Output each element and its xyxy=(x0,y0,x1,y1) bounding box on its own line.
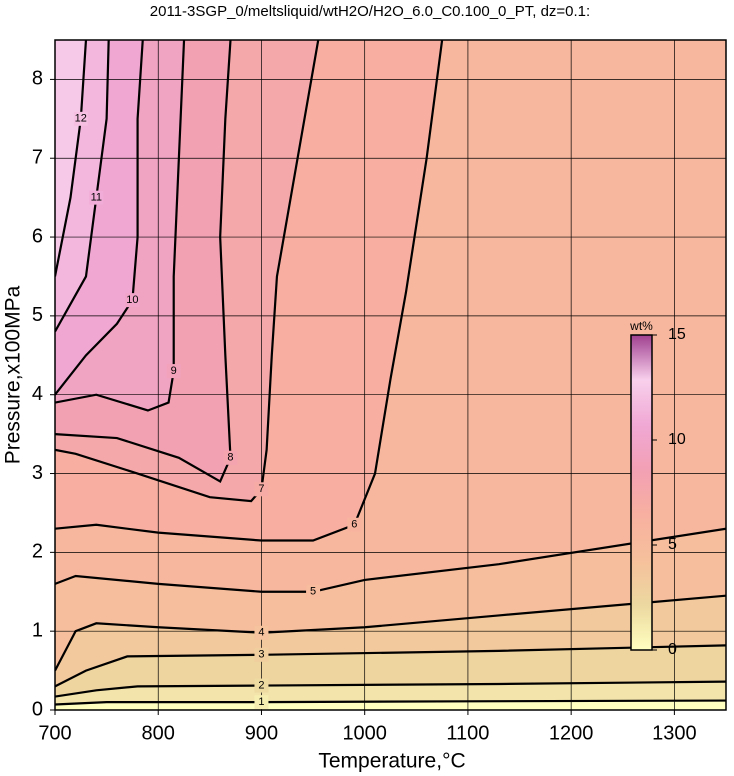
x-tick-label: 1300 xyxy=(652,722,697,744)
contour-line xyxy=(55,594,726,672)
contour-label-bg xyxy=(89,190,104,205)
contour-label-bg xyxy=(254,678,269,693)
contour-line xyxy=(55,40,186,412)
contour-label-bg xyxy=(223,450,238,465)
x-tick-label: 1200 xyxy=(549,722,594,744)
contour-label: 9 xyxy=(171,365,177,377)
contour-line xyxy=(55,527,726,593)
colorbar-tick-label: 10 xyxy=(668,431,686,448)
x-tick-label: 900 xyxy=(245,722,278,744)
contour-label: 11 xyxy=(91,192,102,204)
contour-label: 6 xyxy=(351,519,357,531)
colorbar-tick-label: 15 xyxy=(668,326,686,343)
contour-label: 8 xyxy=(227,452,233,464)
y-tick-label: 8 xyxy=(32,68,43,90)
colorbar-label: wt% xyxy=(629,319,653,333)
contour-label: 10 xyxy=(126,294,138,306)
contour-label-bg xyxy=(254,695,269,710)
colorbar xyxy=(630,334,653,651)
y-axis-label: Pressure,x100MPa xyxy=(2,285,25,464)
contour-label-bg xyxy=(166,364,181,379)
overlay: 700 800 900 1000 1100 1200 1300012345678wt%051… xyxy=(32,39,727,744)
y-tick-label: 7 xyxy=(32,147,43,169)
x-tick-label: 1100 xyxy=(446,722,489,744)
contour-label-bg xyxy=(306,584,321,599)
contour-label-bg xyxy=(73,111,88,126)
contour-label: 2 xyxy=(258,679,264,691)
y-tick-label: 6 xyxy=(32,225,43,247)
colorbar-tick-label: 0 xyxy=(668,641,677,658)
y-tick-label: 5 xyxy=(32,304,43,326)
y-tick-label: 0 xyxy=(32,698,43,720)
contour-label: 5 xyxy=(310,586,316,598)
y-tick-label: 3 xyxy=(32,462,43,484)
contour-line xyxy=(55,644,726,688)
contour-label-bg xyxy=(254,482,269,497)
plot-frame xyxy=(54,39,727,711)
contour-label: 7 xyxy=(258,483,264,495)
contour-label-bg xyxy=(125,293,140,308)
x-tick-label: 1000 xyxy=(342,722,387,744)
contour-line xyxy=(55,40,88,277)
y-tick-label: 2 xyxy=(32,541,43,563)
x-tick-label: 700 xyxy=(38,722,71,744)
contour-label-bg xyxy=(254,647,269,662)
contour-label-bg xyxy=(254,625,269,640)
x-axis-label: Temperature,°C xyxy=(318,750,465,773)
contour-label-bg xyxy=(347,517,362,532)
contour-label: 3 xyxy=(258,649,264,661)
colorbar-tick-label: 5 xyxy=(668,536,677,553)
contour-label: 4 xyxy=(258,627,264,639)
x-tick-label: 800 xyxy=(142,722,175,744)
contour-line xyxy=(55,680,726,698)
y-tick-label: 4 xyxy=(32,383,43,405)
contour-label: 1 xyxy=(258,696,264,708)
contour-label: 12 xyxy=(75,113,87,125)
chart-title: 2011-3SGP_0/meltsliquid/wtH2O/H2O_6.0_C0… xyxy=(150,3,590,20)
contour-line xyxy=(55,699,726,706)
y-tick-label: 1 xyxy=(32,619,43,641)
